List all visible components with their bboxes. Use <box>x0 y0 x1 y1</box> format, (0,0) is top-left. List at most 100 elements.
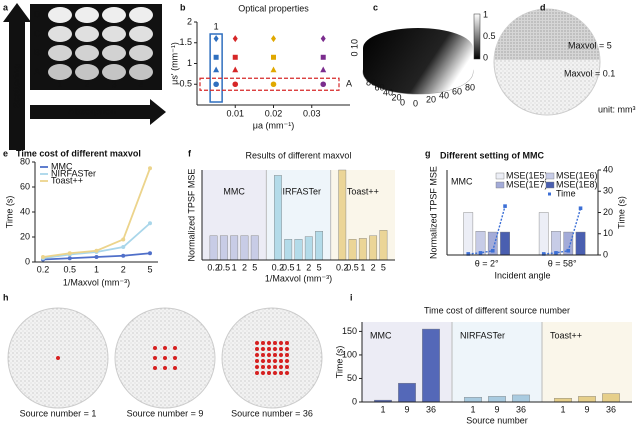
x-axis-label: 1/Maxvol (mm⁻³) <box>265 273 332 283</box>
point <box>148 221 152 226</box>
bar <box>602 393 620 403</box>
column-label: 4 <box>138 79 143 89</box>
axis-tick-label: 40 <box>439 90 449 100</box>
bar <box>488 396 506 403</box>
group-label: NIRFASTer <box>460 330 505 340</box>
source-dot <box>279 341 283 345</box>
x-tick-label: 36 <box>426 404 436 414</box>
point <box>213 66 220 73</box>
source-dot <box>285 359 289 363</box>
axis-tick-label: 80 <box>366 77 376 87</box>
highlight-row <box>199 77 340 91</box>
source-dot <box>255 341 259 345</box>
bar <box>348 239 357 261</box>
point <box>271 35 276 43</box>
source-dot <box>273 359 277 363</box>
legend-label: MSE(1E7) <box>506 179 548 189</box>
chart-title: Optical properties <box>238 3 309 13</box>
source-label: Source number = 36 <box>231 408 313 418</box>
y2-tick-label: 20 <box>603 207 613 217</box>
source-dot <box>261 365 265 369</box>
axis-tick-label: 0 <box>349 51 359 56</box>
axis-arrow-label: Scattering <box>11 64 21 108</box>
y-tick-label: 100 <box>342 349 357 359</box>
x-tick-label: 2 <box>371 262 376 272</box>
bar <box>500 231 510 256</box>
group-label: MMC <box>451 176 473 186</box>
x-tick-label: 2 <box>306 262 311 272</box>
axis-tick-label: 0 <box>413 98 418 108</box>
highlight-column <box>209 33 223 103</box>
source-dot <box>255 371 259 375</box>
y-tick-label: 20 <box>20 231 30 241</box>
bar <box>398 382 416 403</box>
x-axis-label: 1/Maxvol (mm⁻³) <box>63 277 130 287</box>
x-tick-label: 0.2 <box>37 264 50 274</box>
bar <box>463 212 474 256</box>
mesh-coarse <box>494 9 600 60</box>
x-tick-label: 0.5 <box>282 262 295 272</box>
source-dot <box>261 347 265 351</box>
axis-tick-label: 0 <box>400 97 405 107</box>
x-tick-label: 0.2 <box>336 262 349 272</box>
point <box>270 81 277 88</box>
chart-title: Time cost of different maxvol <box>16 148 141 158</box>
chart-title: Results of different maxvol <box>246 150 352 160</box>
source-dot <box>267 371 271 375</box>
y-axis-label: μs' (mm⁻¹) <box>169 42 179 85</box>
unit-label: unit: mm³ <box>598 104 636 114</box>
legend-label: MSE(1E6) <box>556 170 598 180</box>
bar <box>294 239 303 261</box>
bar <box>538 212 549 256</box>
source-dot <box>261 371 265 375</box>
phantom <box>129 45 153 61</box>
phantom <box>48 7 72 23</box>
axis-tick-label: 80 <box>465 82 475 92</box>
source-dot <box>173 346 177 350</box>
x-tick-label: 0.5 <box>218 262 231 272</box>
group-label: Toast++ <box>347 186 379 196</box>
point <box>67 256 72 261</box>
y-tick-label: 1 <box>187 58 192 68</box>
bar <box>209 235 218 261</box>
annotation: 1 <box>214 21 219 31</box>
time-line <box>543 208 582 255</box>
x-tick-label: 5 <box>147 264 152 274</box>
mesh-label: Maxvol = 0.1 <box>564 68 615 78</box>
x-tick-label: 2 <box>242 262 247 272</box>
bar <box>464 397 482 403</box>
bar <box>358 238 367 261</box>
point <box>41 255 45 259</box>
x-tick-label: 1 <box>232 262 237 272</box>
y2-tick-label: 10 <box>603 228 613 238</box>
scattering-arrow <box>3 3 31 150</box>
axis-tick-label: 40 <box>383 87 393 97</box>
point <box>213 81 219 88</box>
volume-surface <box>363 28 473 94</box>
x-tick-label: 0.03 <box>303 108 321 118</box>
axis-tick-label: 20 <box>426 94 436 104</box>
point <box>271 54 276 60</box>
bar <box>369 235 378 261</box>
legend-label: MSE(1E5) <box>506 170 548 180</box>
source-dot <box>255 359 259 363</box>
legend-swatch <box>495 181 505 189</box>
source-dot <box>267 341 271 345</box>
y-tick-label: 150 <box>342 326 357 336</box>
y-tick-label: 40 <box>20 206 30 216</box>
panel-letter: i <box>350 292 353 302</box>
source-dot <box>267 347 271 351</box>
source-dot <box>279 353 283 357</box>
source-dot <box>285 347 289 351</box>
row-label: B <box>34 47 40 57</box>
legend-swatch <box>545 172 555 180</box>
time-point <box>566 248 571 253</box>
source-dot <box>153 366 157 370</box>
time-point <box>554 251 558 255</box>
point <box>148 166 152 171</box>
x-tick-label: 0.2 <box>272 262 285 272</box>
group-band <box>542 322 632 402</box>
source-dot <box>56 356 60 360</box>
source-dot <box>273 353 277 357</box>
